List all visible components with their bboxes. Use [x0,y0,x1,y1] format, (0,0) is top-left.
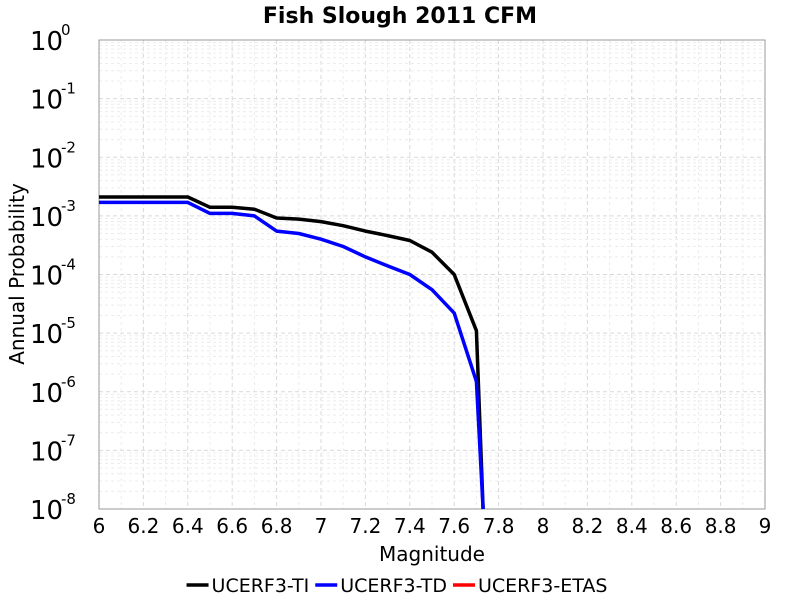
x-axis-label: Magnitude [379,542,485,566]
y-tick-base: 10 [30,262,63,292]
y-tick-exponent: -1 [61,80,76,98]
y-tick-label: 10-7 [30,431,76,467]
y-tick-exponent: -4 [61,256,76,274]
y-tick-exponent: -7 [61,431,76,449]
y-tick-base: 10 [30,320,63,350]
x-tick-label: 6.2 [127,514,159,538]
y-tick-label: 100 [30,21,71,57]
x-tick-label: 9 [759,514,772,538]
y-tick-label: 10-8 [30,490,76,526]
y-tick-label: 10-4 [30,256,76,292]
x-tick-label: 8 [537,514,550,538]
x-tick-label: 6.4 [172,514,204,538]
series-layer [99,195,485,510]
y-tick-exponent: 0 [61,21,71,39]
y-tick-label: 10-3 [30,197,76,233]
y-tick-base: 10 [30,437,63,467]
plot-area [98,39,766,510]
x-tick-label: 8.2 [571,514,603,538]
y-tick-label: 10-6 [30,373,76,409]
y-tick-exponent: -2 [61,138,76,156]
x-tick-label: 7.4 [394,514,426,538]
y-tick-base: 10 [30,86,63,116]
legend: UCERF3-TI UCERF3-TD UCERF3-ETAS [186,575,607,597]
y-tick-label: 10-5 [30,314,76,350]
grid [98,39,766,510]
x-tick-label: 6 [93,514,106,538]
x-tick-label: 8.6 [660,514,692,538]
x-tick-label: 7.6 [438,514,470,538]
x-axis-ticks: 6 6.2 6.4 6.6 6.8 7 7.2 7.4 7.6 7.8 8 8.2 8.4 8.6 8.8 9 [93,514,772,538]
y-tick-exponent: -6 [61,373,76,391]
series-line [99,195,485,510]
x-tick-label: 7.2 [349,514,381,538]
y-tick-base: 10 [30,203,63,233]
y-tick-exponent: -8 [61,490,76,508]
y-axis-label: Annual Probability [5,183,29,365]
x-tick-label: 6.6 [216,514,248,538]
legend-label: UCERF3-TD [340,575,447,597]
y-tick-label: 10-2 [30,138,76,174]
y-tick-base: 10 [30,496,63,526]
x-tick-label: 6.8 [261,514,293,538]
y-tick-base: 10 [30,379,63,409]
x-tick-label: 7.8 [483,514,515,538]
x-tick-label: 8.4 [616,514,648,538]
chart-title: Fish Slough 2011 CFM [263,4,537,29]
x-tick-label: 7 [315,514,328,538]
y-tick-label: 10-1 [30,80,76,116]
y-tick-base: 10 [30,144,63,174]
series-line [99,200,485,510]
legend-label: UCERF3-TI [212,575,310,597]
y-tick-exponent: -3 [61,197,76,215]
legend-label: UCERF3-ETAS [478,575,607,597]
x-tick-label: 8.8 [705,514,737,538]
y-tick-base: 10 [30,27,63,57]
y-tick-exponent: -5 [61,314,76,332]
